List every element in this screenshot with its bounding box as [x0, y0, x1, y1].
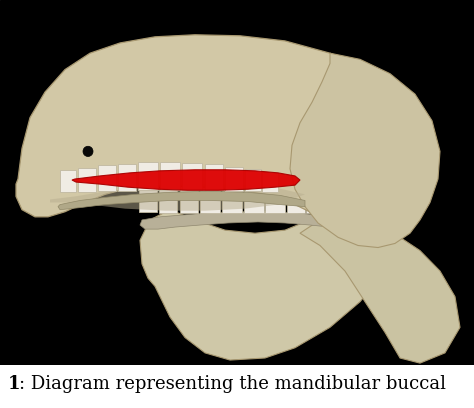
Polygon shape [140, 189, 405, 360]
Polygon shape [245, 169, 261, 191]
Polygon shape [50, 184, 305, 211]
Polygon shape [58, 191, 305, 210]
Polygon shape [180, 186, 198, 213]
Polygon shape [159, 188, 177, 213]
Polygon shape [300, 220, 460, 363]
Text: : Diagram representing the mandibular buccal: : Diagram representing the mandibular bu… [19, 375, 446, 393]
Polygon shape [225, 167, 243, 191]
Circle shape [83, 146, 93, 157]
Polygon shape [287, 188, 305, 213]
Polygon shape [139, 189, 157, 212]
Polygon shape [72, 170, 300, 190]
Polygon shape [205, 164, 223, 190]
Polygon shape [262, 172, 278, 192]
Polygon shape [306, 190, 324, 213]
Polygon shape [182, 163, 202, 190]
Polygon shape [290, 53, 440, 248]
Polygon shape [78, 168, 96, 192]
Polygon shape [200, 185, 220, 213]
Polygon shape [222, 184, 242, 213]
Polygon shape [265, 186, 285, 213]
Text: 1: 1 [8, 375, 20, 393]
Polygon shape [16, 35, 432, 230]
Polygon shape [244, 185, 264, 213]
Polygon shape [160, 162, 180, 190]
Polygon shape [140, 212, 340, 229]
Polygon shape [118, 164, 136, 191]
Polygon shape [60, 170, 76, 192]
Polygon shape [98, 165, 116, 191]
Polygon shape [138, 162, 158, 190]
